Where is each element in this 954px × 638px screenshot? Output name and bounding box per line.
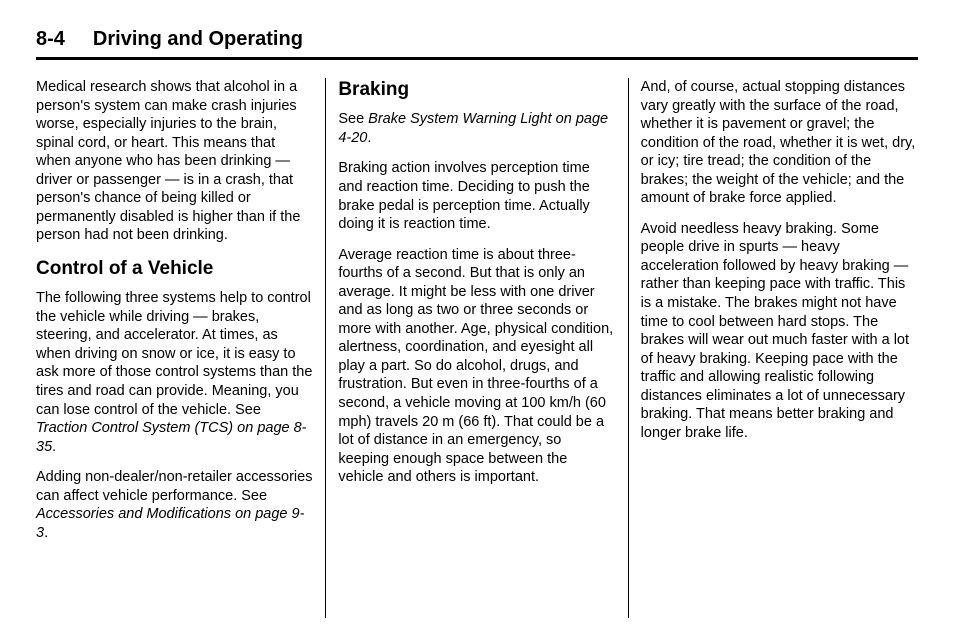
text-run: . [44,525,48,541]
body-paragraph: Adding non-dealer/non-retailer accessori… [36,468,313,542]
content-columns: Medical research shows that alcohol in a… [36,78,918,618]
text-run: . [367,130,371,146]
cross-reference: Brake System Warning Light on page 4-20 [338,111,608,146]
body-paragraph: Medical research shows that alcohol in a… [36,78,313,245]
cross-reference: Accessories and Modifications on page 9-… [36,506,304,541]
text-run: See [338,111,368,127]
column-3: And, of course, actual stopping distance… [629,78,918,618]
chapter-title: Driving and Operating [93,28,303,51]
page-header: 8-4 Driving and Operating [36,28,918,60]
text-run: Adding non-dealer/non-retailer accessori… [36,469,312,504]
section-heading-braking: Braking [338,78,615,102]
body-paragraph: The following three systems help to cont… [36,289,313,456]
body-paragraph: And, of course, actual stopping distance… [641,78,918,208]
text-run: The following three systems help to cont… [36,290,312,417]
body-paragraph: See Brake System Warning Light on page 4… [338,110,615,147]
body-paragraph: Braking action involves perception time … [338,159,615,233]
body-paragraph: Average reaction time is about three-fou… [338,246,615,487]
column-1: Medical research shows that alcohol in a… [36,78,326,618]
page-number: 8-4 [36,28,65,51]
body-paragraph: Avoid needless heavy braking. Some peopl… [641,220,918,443]
section-heading-control: Control of a Vehicle [36,257,313,281]
cross-reference: Traction Control System (TCS) on page 8-… [36,420,307,455]
text-run: . [52,439,56,455]
column-2: Braking See Brake System Warning Light o… [326,78,628,618]
